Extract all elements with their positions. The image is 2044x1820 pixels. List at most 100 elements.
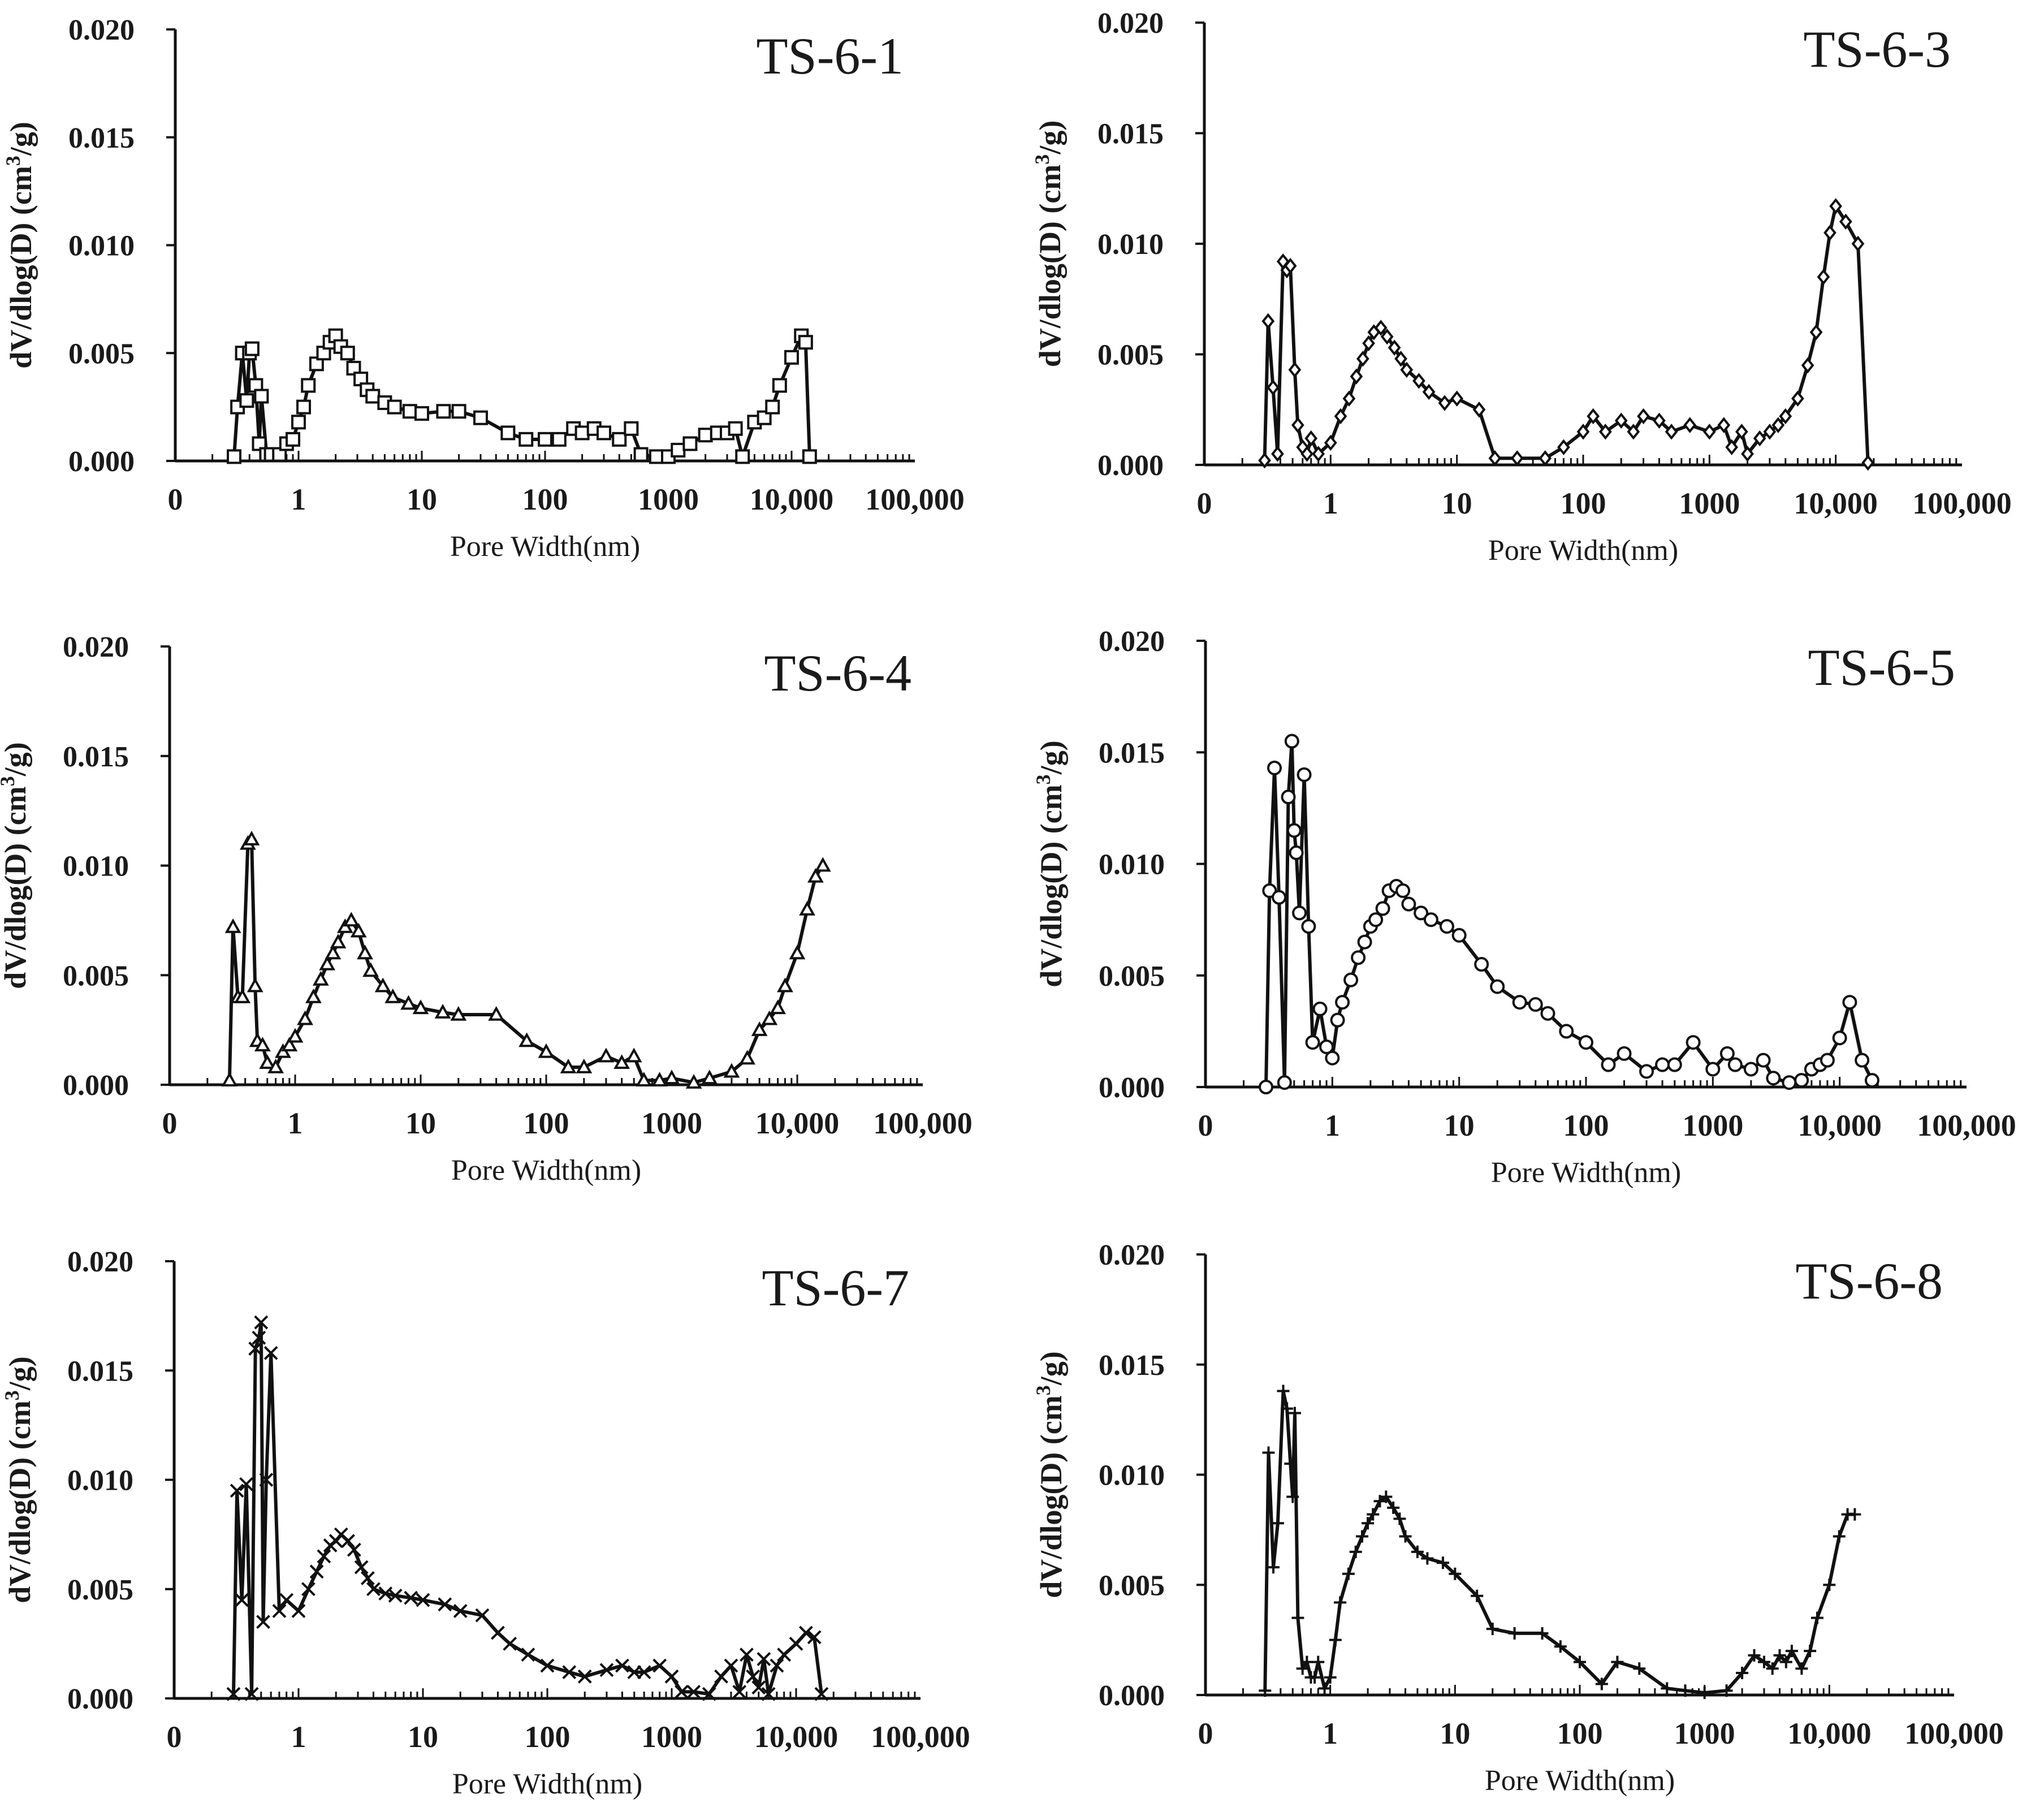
data-point-marker (1356, 1530, 1368, 1543)
data-point-marker (1349, 1545, 1362, 1558)
x-tick-label: 10 (1442, 486, 1472, 520)
data-point-marker (1540, 1006, 1555, 1021)
data-point-marker (503, 1636, 517, 1651)
data-point-marker (1414, 905, 1429, 921)
data-point-marker (807, 868, 824, 883)
data-point-marker (286, 432, 301, 447)
data-point-marker (1412, 373, 1425, 389)
data-point-marker (789, 944, 806, 960)
x-tick-label: 0 (1197, 486, 1212, 520)
data-point-marker (475, 1608, 490, 1623)
y-tick-label: 0.010 (63, 851, 129, 883)
data-point-marker (637, 1665, 651, 1680)
data-point-marker (746, 1669, 760, 1684)
data-point-marker (1335, 995, 1350, 1010)
series-line (1263, 1389, 1855, 1695)
data-point-marker (1272, 890, 1287, 905)
data-point-marker (412, 999, 429, 1015)
data-point-marker (686, 1684, 701, 1699)
y-tick-label: 0.020 (1099, 626, 1165, 658)
data-point-marker (252, 1330, 266, 1345)
data-point-marker (1766, 1071, 1781, 1086)
data-point-marker (297, 1010, 313, 1025)
data-point-marker (388, 1588, 403, 1603)
data-point-marker (343, 912, 360, 927)
data-point-marker (330, 934, 347, 948)
data-point-marker (1848, 1508, 1861, 1521)
data-point-marker (1773, 1649, 1786, 1662)
data-point-marker (1411, 1545, 1424, 1558)
data-point-marker (1267, 379, 1280, 396)
chart-title: TS-6-5 (1808, 639, 1955, 696)
data-point-marker (1748, 1649, 1761, 1662)
x-tick-label: 10,000 (1797, 1109, 1882, 1142)
data-point-marker (230, 1483, 244, 1498)
chart-panel-1: 0.000 0.005 0.010 0.015 0.020 0 1 10 100 1000 10,0… (2, 14, 965, 563)
x-tick-label: 1 (291, 482, 306, 516)
data-point-marker (1817, 269, 1830, 285)
x-tick-label: 10,000 (754, 1720, 839, 1754)
data-point-marker (453, 1603, 468, 1618)
data-point-marker (757, 410, 772, 425)
y-tick-label: 0.000 (1099, 1072, 1165, 1104)
data-point-marker (1627, 424, 1640, 440)
data-point-marker (267, 1058, 284, 1073)
y-tick-label: 0.015 (1099, 737, 1165, 769)
data-point-marker (1785, 1645, 1798, 1658)
data-point-marker (1665, 424, 1678, 440)
chart-panel-2: 0.000 0.005 0.010 0.015 0.020 0 1 10 100 1000 10,0… (1031, 7, 2012, 567)
data-point-marker (1595, 1677, 1608, 1690)
data-point-marker (1258, 452, 1271, 469)
data-point-marker (1725, 439, 1739, 455)
data-point-marker (360, 1571, 375, 1585)
x-tick-label: 0 (1198, 1717, 1213, 1750)
data-point-marker (1450, 390, 1464, 407)
data-point-marker (624, 421, 639, 436)
data-point-marker (248, 1342, 263, 1356)
data-point-marker (649, 449, 664, 464)
data-point-marker (354, 1560, 369, 1575)
data-point-marker (366, 1582, 381, 1597)
data-point-marker (1451, 928, 1467, 943)
data-point-marker (279, 1593, 294, 1607)
data-point-marker (1851, 235, 1865, 252)
data-point-marker (597, 425, 612, 441)
x-tick-label: 100,000 (873, 1106, 973, 1140)
data-point-marker (1471, 1589, 1484, 1602)
data-point-marker (1698, 1687, 1711, 1700)
x-tick-label: 0 (167, 1720, 182, 1754)
data-point-marker (1362, 335, 1375, 352)
x-tick-label: 100,000 (1912, 486, 2012, 520)
data-point-marker (1736, 1667, 1749, 1680)
y-axis-label: dV/dlog(D) (cm3/g) (0, 742, 32, 989)
data-point-marker (488, 1006, 505, 1021)
y-tick-label: 0.000 (67, 1683, 133, 1715)
data-point-marker (723, 1063, 740, 1078)
data-point-marker (1289, 1407, 1301, 1420)
data-point-marker (227, 449, 242, 464)
data-point-marker (309, 1564, 324, 1579)
data-point-marker (1472, 402, 1486, 418)
data-point-marker (1262, 1446, 1275, 1459)
data-point-marker (1611, 1655, 1624, 1668)
chart-panel-5: 0.000 0.005 0.010 0.015 0.020 0 1 10 100 1000 10,0… (1, 1246, 970, 1800)
data-point-marker (1510, 450, 1524, 467)
data-point-marker (450, 1006, 467, 1021)
data-point-marker (1801, 357, 1814, 374)
data-point-marker (728, 421, 743, 436)
x-tick-label: 10,000 (750, 482, 834, 516)
data-point-marker (1362, 1517, 1375, 1530)
data-point-marker (663, 1069, 680, 1085)
data-point-marker (671, 442, 686, 458)
data-point-marker (1284, 257, 1297, 274)
data-point-marker (1779, 1655, 1792, 1668)
data-point-marker (1574, 1655, 1586, 1668)
data-point-marker (799, 1625, 813, 1640)
data-point-marker (1318, 1682, 1331, 1695)
x-tick-label: 10 (407, 482, 437, 516)
data-point-marker (1394, 351, 1407, 367)
data-point-marker (789, 1636, 803, 1651)
data-point-marker (1637, 408, 1650, 425)
data-point-marker (521, 1648, 535, 1662)
